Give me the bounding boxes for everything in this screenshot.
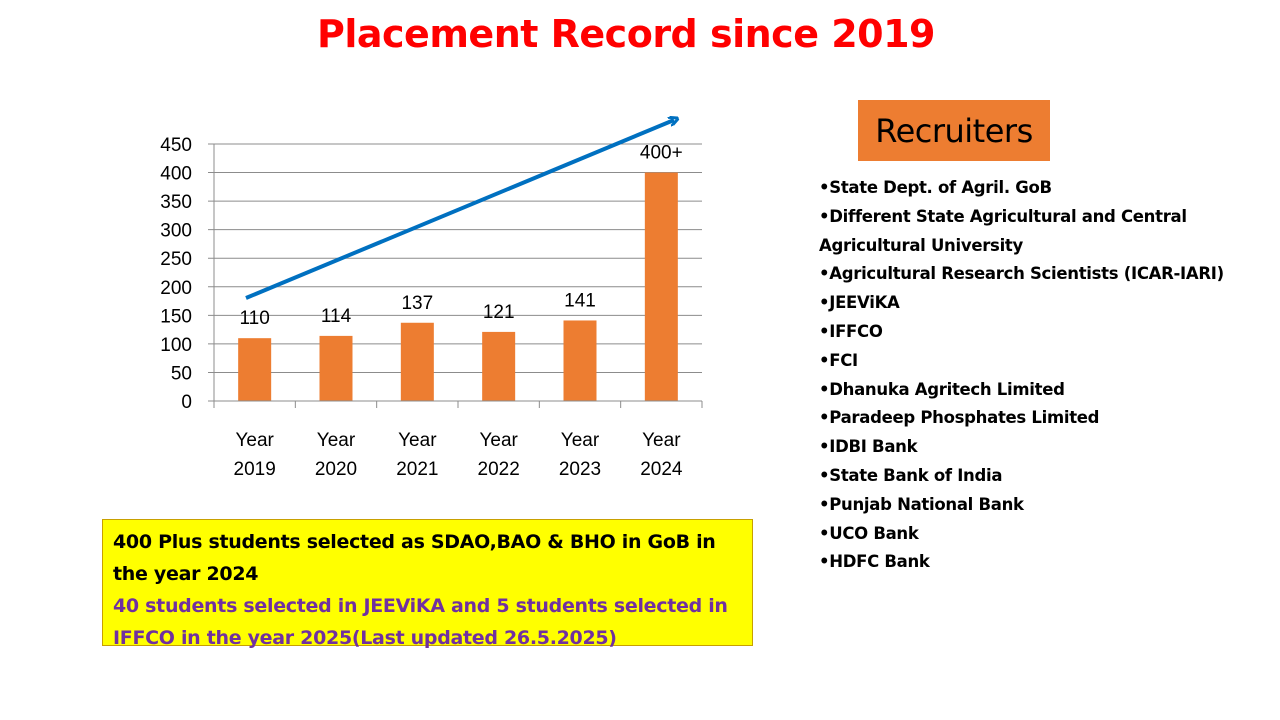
chart-bars [238, 172, 678, 401]
recruiter-list: •State Dept. of Agril. GoB •Different St… [819, 174, 1229, 577]
list-item: •HDFC Bank [819, 552, 930, 572]
data-label: 141 [564, 290, 596, 311]
y-tick-label: 50 [171, 363, 192, 384]
x-tick-label: 2023 [559, 459, 601, 480]
y-tick-label: 100 [160, 335, 192, 356]
summary-box: 400 Plus students selected as SDAO,BAO &… [102, 519, 753, 649]
y-tick-label: 300 [160, 221, 192, 242]
list-item: •UCO Bank [819, 523, 919, 543]
summary-line-2: 40 students selected in JEEViKA and 5 st… [113, 595, 728, 649]
bar [482, 331, 516, 401]
list-item: •JEEViKA [819, 293, 900, 313]
y-tick-label: 350 [160, 192, 192, 213]
data-label: 110 [240, 308, 270, 329]
data-label: 114 [321, 306, 352, 327]
summary-line-1: 400 Plus students selected as SDAO,BAO &… [113, 531, 716, 585]
y-tick-label: 400 [160, 164, 192, 185]
bar [319, 335, 353, 401]
y-tick-label: 250 [160, 249, 192, 270]
y-tick-label: 150 [160, 306, 192, 327]
list-item: •State Dept. of Agril. GoB [819, 178, 1052, 197]
x-tick-label: 2024 [640, 459, 683, 480]
list-item: •IDBI Bank [819, 437, 918, 457]
y-tick-label: 0 [181, 392, 192, 413]
recruiters-header: Recruiters [858, 100, 1050, 161]
chart-data-labels: 110 114 137 121 141 400+ [240, 143, 683, 330]
chart-x-axis: Year 2019 Year 2020 Year 2021 Year 2022 Year 2023… [213, 400, 703, 480]
list-item: •Paradeep Phosphates Limited [819, 408, 1100, 428]
recruiters-title: Recruiters [875, 111, 1033, 150]
page-title: Placement Record since 2019 [317, 12, 935, 56]
x-tick-label: Year [479, 430, 518, 451]
x-tick-label: Year [642, 430, 681, 451]
bar [644, 172, 678, 401]
bar-chart: 0 50 100 150 200 250 300 350 400 450 110 114 137 121… [160, 0, 703, 480]
data-label: 137 [401, 293, 433, 314]
data-label: 121 [483, 302, 515, 323]
x-tick-label: Year [561, 430, 600, 451]
chart-y-axis: 0 50 100 150 200 250 300 350 400 450 [160, 135, 215, 413]
x-tick-label: Year [235, 430, 274, 451]
x-tick-label: 2019 [234, 459, 276, 480]
bar [400, 322, 434, 401]
x-tick-label: Year [317, 430, 356, 451]
x-tick-label: 2020 [315, 459, 357, 480]
list-item: •Different State Agricultural and Centra… [819, 206, 1187, 255]
list-item: •Dhanuka Agritech Limited [819, 379, 1065, 399]
y-tick-label: 450 [160, 135, 192, 156]
bar [238, 338, 272, 401]
data-label: 400+ [640, 143, 683, 164]
x-tick-label: 2021 [396, 459, 438, 480]
list-item: •Punjab National Bank [819, 494, 1024, 514]
list-item: •Agricultural Research Scientists (ICAR-… [819, 264, 1224, 284]
x-tick-label: Year [398, 430, 437, 451]
x-tick-label: 2022 [478, 459, 520, 480]
list-item: •FCI [819, 350, 858, 370]
list-item: •State Bank of India [819, 465, 1003, 485]
trend-arrow [245, 120, 674, 300]
bar [563, 320, 597, 401]
chart-gridlines [208, 143, 702, 402]
y-tick-label: 200 [160, 278, 192, 299]
list-item: •IFFCO [819, 321, 883, 341]
